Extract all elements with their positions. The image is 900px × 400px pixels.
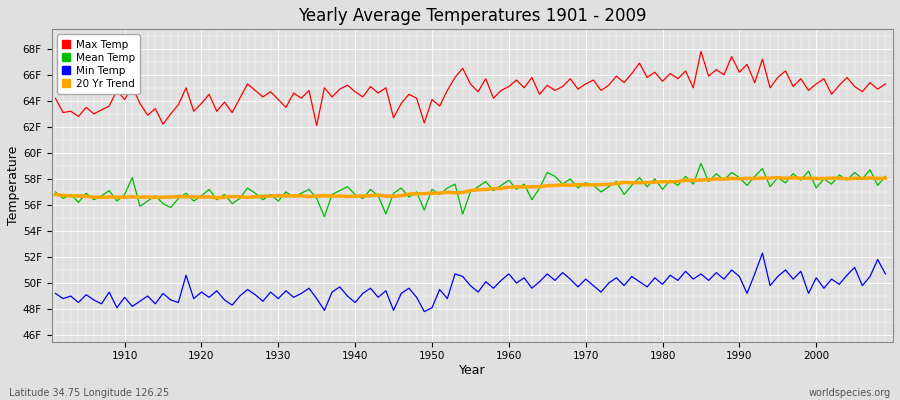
Title: Yearly Average Temperatures 1901 - 2009: Yearly Average Temperatures 1901 - 2009 xyxy=(298,7,646,25)
Y-axis label: Temperature: Temperature xyxy=(7,146,20,225)
Legend: Max Temp, Mean Temp, Min Temp, 20 Yr Trend: Max Temp, Mean Temp, Min Temp, 20 Yr Tre… xyxy=(57,34,140,94)
X-axis label: Year: Year xyxy=(459,364,486,377)
Text: Latitude 34.75 Longitude 126.25: Latitude 34.75 Longitude 126.25 xyxy=(9,388,169,398)
Text: worldspecies.org: worldspecies.org xyxy=(809,388,891,398)
